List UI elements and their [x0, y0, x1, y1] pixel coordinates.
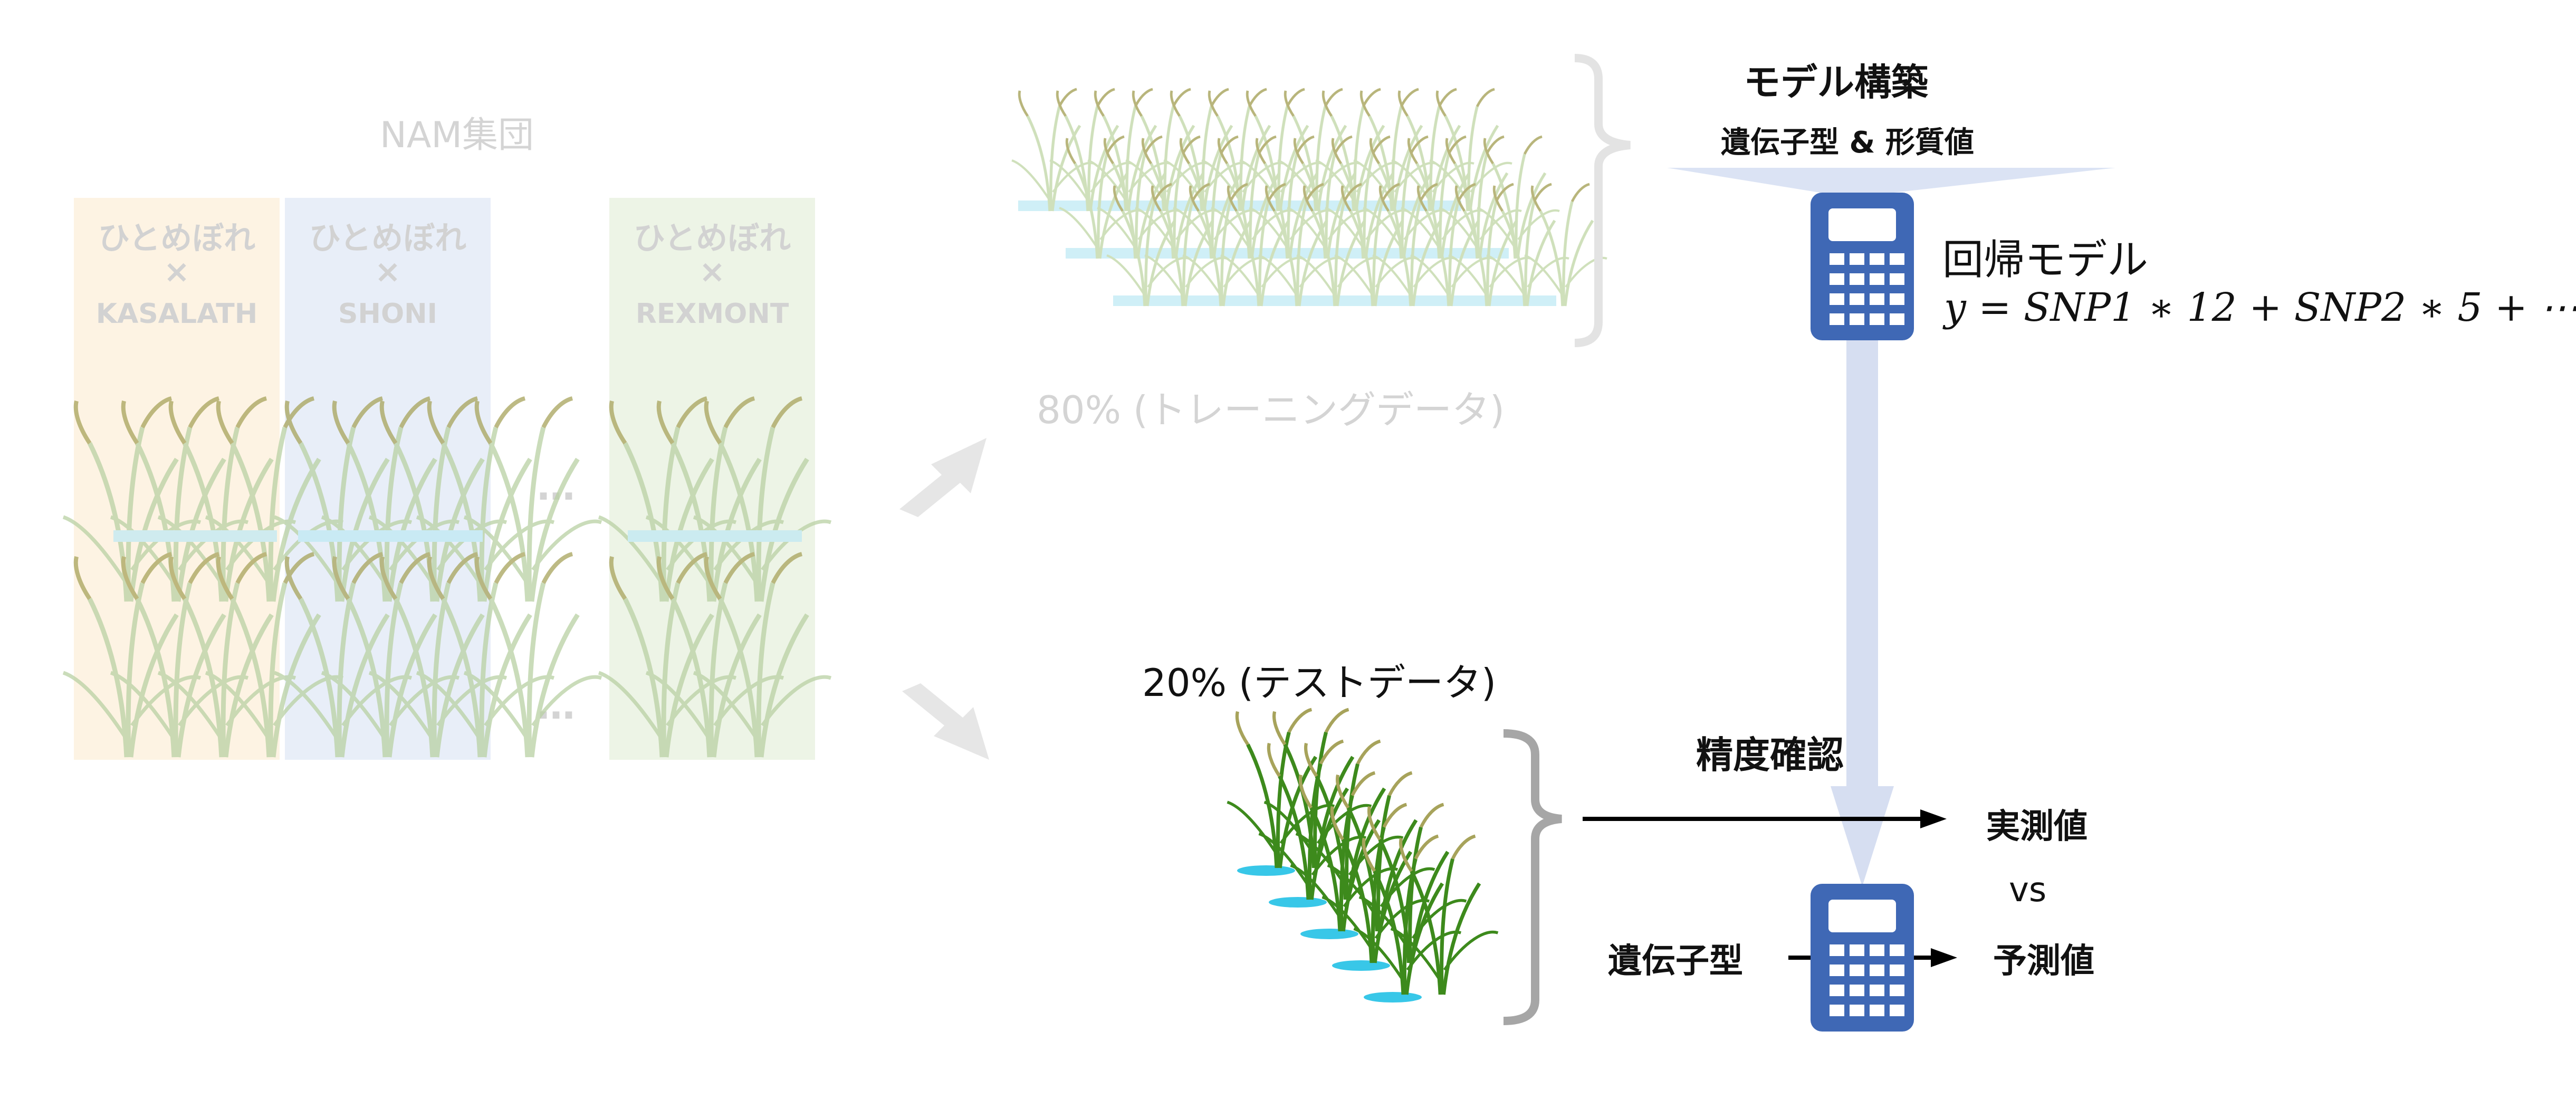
model-funnel	[1667, 168, 2115, 199]
predicted-arrow	[1914, 948, 1957, 967]
nam-donor-label: REXMONT	[635, 298, 789, 330]
nam-donor-label: SHONI	[338, 298, 438, 330]
nam-plants	[63, 398, 831, 757]
regression-calculator-icon	[1811, 193, 1914, 340]
regression-formula: y = SNP1 ∗ 12 + SNP2 ∗ 5 + ⋯	[1944, 285, 2576, 330]
nam-parent-label: ひとめぼれ	[309, 220, 467, 257]
test-plant-field	[1227, 710, 1498, 1002]
accuracy-check-title: 精度確認	[1696, 733, 1844, 777]
test-brace	[1503, 729, 1562, 1025]
model-build-inputs: 遺伝子型 & 形質値	[1721, 126, 1974, 160]
split-arrow-to-training	[899, 438, 987, 517]
observed-arrow	[1583, 809, 1947, 828]
training-brace	[1574, 54, 1631, 347]
predicted-value-label: 予測値	[1993, 942, 2094, 981]
nam-cross-symbol: ×	[163, 253, 190, 290]
training-data-label: 80% (トレーニングデータ)	[1037, 388, 1505, 432]
nam-cross-symbol: ×	[374, 253, 401, 290]
nam-parent-label: ひとめぼれ	[98, 220, 256, 257]
genotype-label: 遺伝子型	[1608, 942, 1743, 981]
nam-parent-label: ひとめぼれ	[633, 220, 791, 257]
nam-cross-symbol: ×	[698, 253, 726, 290]
nam-donor-label: KASALATH	[95, 298, 258, 330]
prediction-calculator-icon	[1811, 884, 1914, 1032]
nam-title: NAM集団	[380, 114, 534, 156]
training-plant-field	[1012, 89, 1607, 306]
split-arrow-to-test	[902, 683, 989, 760]
test-data-label: 20% (テストデータ)	[1142, 661, 1497, 705]
model-flow-arrow	[1831, 335, 1894, 886]
model-build-title: モデル構築	[1744, 61, 1928, 104]
versus-label: vs	[2009, 871, 2047, 910]
observed-value-label: 実測値	[1986, 807, 2087, 846]
regression-model-title: 回帰モデル	[1942, 236, 2149, 284]
